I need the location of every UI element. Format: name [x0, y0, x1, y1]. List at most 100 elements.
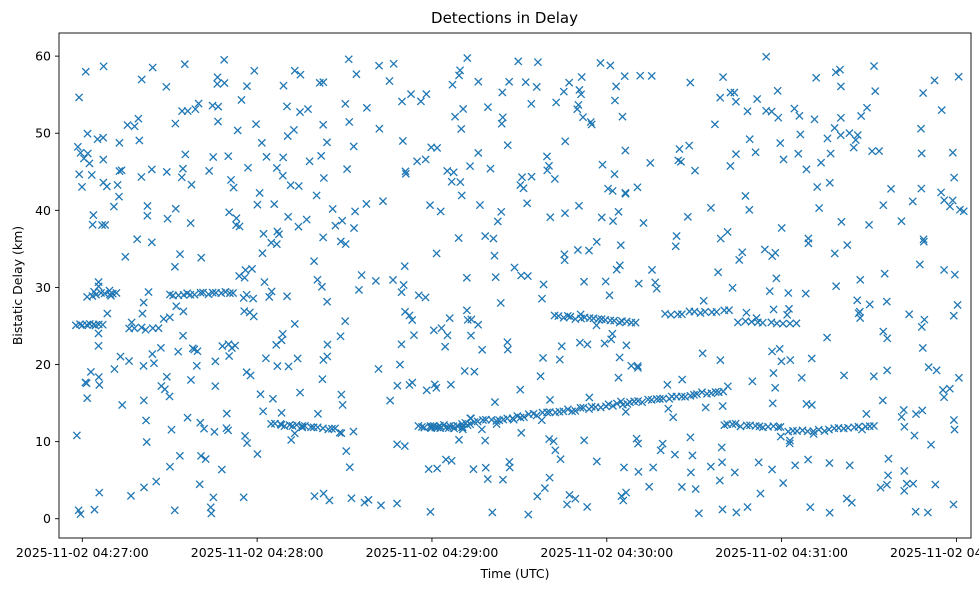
data-point [779, 155, 788, 164]
x-tick-label: 2025-11-02 04:28:00 [191, 545, 324, 560]
data-point [856, 313, 865, 323]
data-point [378, 197, 388, 206]
data-point [732, 508, 741, 517]
data-point [240, 307, 249, 316]
data-point [634, 439, 643, 448]
y-tick-label: 10 [35, 434, 51, 449]
data-point [652, 394, 661, 404]
data-point [360, 498, 369, 507]
data-point [94, 329, 103, 338]
data-point [186, 375, 195, 384]
data-point [823, 333, 832, 342]
data-point [213, 117, 223, 126]
data-point [137, 323, 146, 332]
data-point [769, 305, 778, 314]
data-point [670, 450, 679, 459]
data-point [247, 264, 257, 273]
data-point [610, 316, 619, 325]
y-tick-label: 30 [35, 280, 51, 295]
data-point [776, 432, 785, 441]
data-point [825, 178, 834, 187]
data-point [429, 326, 438, 335]
data-point [638, 398, 647, 407]
data-point [845, 461, 854, 470]
data-point [208, 288, 217, 297]
data-point [134, 114, 143, 123]
data-point [249, 294, 258, 303]
data-point [517, 173, 527, 182]
data-point [772, 274, 781, 283]
data-point [165, 462, 175, 471]
data-point [400, 262, 409, 271]
data-point [706, 203, 715, 212]
data-point [426, 507, 435, 516]
data-point [785, 439, 794, 448]
data-point [138, 309, 147, 318]
data-point [489, 234, 498, 243]
data-point [836, 113, 845, 122]
data-point [633, 361, 642, 371]
data-point [683, 212, 692, 221]
data-point [139, 483, 149, 492]
data-point [876, 483, 885, 492]
data-point [857, 111, 866, 121]
y-tick-label: 20 [35, 357, 51, 372]
data-point [937, 188, 946, 197]
data-point [605, 291, 614, 300]
data-point [123, 120, 132, 130]
data-point [272, 340, 281, 349]
data-point [303, 105, 313, 114]
data-point [302, 215, 311, 224]
data-point [786, 355, 795, 365]
data-point [869, 372, 878, 381]
data-point [224, 152, 233, 161]
data-point [105, 290, 115, 299]
data-point [496, 298, 505, 307]
data-point [959, 207, 968, 216]
data-point [585, 393, 594, 402]
data-point [809, 427, 818, 436]
data-point [460, 366, 469, 376]
data-point [103, 309, 112, 318]
data-point [717, 458, 727, 467]
data-point [919, 235, 928, 244]
data-point [820, 427, 829, 436]
data-point [401, 167, 410, 176]
data-point [240, 273, 249, 282]
data-point [883, 334, 892, 343]
data-point [233, 126, 242, 135]
data-point [523, 199, 532, 208]
data-point [879, 327, 888, 336]
data-point [897, 217, 906, 226]
data-point [462, 273, 471, 282]
data-point [578, 113, 588, 122]
data-point [469, 465, 478, 474]
data-point [306, 423, 316, 432]
data-point [225, 208, 234, 217]
data-point [565, 490, 574, 499]
data-point [762, 106, 771, 115]
data-point [606, 61, 615, 70]
data-point [115, 167, 124, 176]
data-point [619, 496, 628, 505]
data-point [331, 221, 340, 230]
data-point [871, 87, 880, 96]
data-point [678, 375, 687, 384]
data-point [177, 173, 186, 182]
data-point [251, 120, 261, 129]
data-point [235, 271, 244, 281]
data-point [747, 317, 756, 326]
data-point [208, 101, 217, 110]
data-point [420, 423, 429, 432]
data-point [771, 383, 780, 392]
data-point [218, 342, 227, 351]
data-point [290, 319, 299, 328]
data-point [406, 90, 416, 99]
data-point [175, 250, 185, 259]
data-point [768, 465, 777, 474]
data-point [845, 129, 854, 138]
data-point [491, 273, 500, 282]
data-point [137, 172, 146, 182]
data-point [179, 307, 188, 316]
data-point [385, 77, 394, 86]
